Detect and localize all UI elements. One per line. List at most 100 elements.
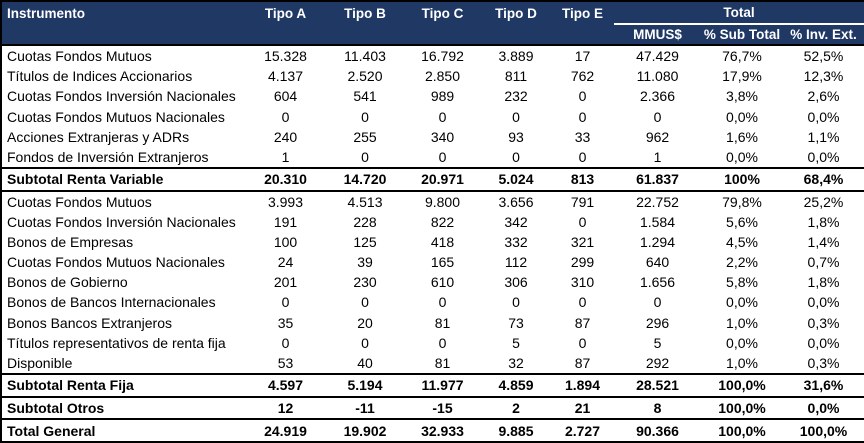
cell: 0,0% [807,294,840,311]
cell: 332 [504,234,528,251]
cell: 0,0% [726,108,758,125]
cell: 25,2% [803,193,844,210]
cell: 1,1% [807,128,840,145]
cell: 0 [361,148,369,165]
cell: 11.977 [404,373,481,398]
row-label: Títulos representativos de renta fija [7,334,226,351]
cell: 822 [430,214,455,231]
cell: 21 [551,395,614,421]
col-header-tipo-b: Tipo B [326,1,404,24]
cell: 0,0% [726,148,758,165]
table-row: Bonos Bancos Extranjeros 35 20 81 73 87 296 1,0… [1,312,864,332]
col-header-tipo-c: Tipo C [404,1,481,24]
cell: 0 [578,334,587,351]
cell: 0,0% [807,108,840,125]
cell: 2.850 [424,68,461,85]
row-label: Cuotas Fondos Mutuos Nacionales [7,108,225,125]
cell: 340 [430,128,455,145]
cell: 0 [361,294,369,311]
cell: 16.792 [421,48,464,65]
cell: 1,8% [807,214,840,231]
cell: 306 [504,274,528,291]
cell: 12,3% [803,68,844,85]
cell: 1,6% [726,128,758,145]
header-row-main: Instrumento Tipo A Tipo B Tipo C Tipo D … [1,1,864,25]
cell: 0 [512,108,520,125]
cell: 24.919 [245,418,326,443]
cell: 0,7% [807,254,840,271]
table-row: Cuotas Fondos Inversión Nacionales 191 228… [1,212,864,232]
row-label: Total General [1,418,245,443]
cell: 2.727 [551,418,614,443]
cell: 0 [512,294,520,311]
table-row: Bonos de Empresas 100 125 418 332 321 1.294 4,5… [1,232,864,252]
cell: 165 [430,254,455,271]
cell: 604 [273,88,298,105]
row-label: Cuotas Fondos Inversión Nacionales [7,214,236,231]
cell: 9.885 [481,418,551,443]
cell: 0 [438,148,447,165]
cell: 100,0% [701,418,783,443]
table-row: Bonos de Bancos Internacionales 0 0 0 0 0 0 0,0… [1,292,864,312]
col-header-pct-sub-total: % Sub Total [701,24,783,46]
cell: 0,0% [726,334,758,351]
row-label: Acciones Extranjeras y ADRs [7,128,190,145]
col-header-tipo-e: Tipo E [551,1,614,24]
cell: 310 [570,274,595,291]
cell: 4.137 [267,68,304,85]
cell: 541 [353,88,377,105]
cell: 53 [277,354,294,371]
cell: 73 [508,314,524,331]
cell: 0 [281,334,290,351]
table-row: Títulos de Indices Accionarios 4.137 2.520… [1,66,864,86]
cell: 0,3% [807,354,840,371]
cell: 230 [353,274,377,291]
cell: 2.366 [639,88,676,105]
row-label: Bonos de Bancos Internacionales [7,294,216,311]
table-row: Acciones Extranjeras y ADRs 240 255 340 93 33… [1,127,864,147]
cell: 0 [438,334,447,351]
cell: 1 [281,148,290,165]
cell: 68,4% [783,167,864,192]
cell: 2.520 [347,68,383,85]
cell: 17 [574,48,591,65]
cell: 40 [357,354,373,371]
cell: 79,8% [722,193,762,210]
cell: 811 [504,68,528,85]
cell: 11.080 [636,68,679,85]
header-spacer [1,24,614,46]
cell: 90.366 [614,418,701,443]
cell: 9.800 [424,193,461,210]
table-row: Disponible 53 40 81 32 87 292 1,0% 0,3% [1,353,864,374]
col-header-pct-inv-ext: % Inv. Ext. [783,24,864,46]
cell: 1,0% [726,354,758,371]
cell: 240 [273,128,298,145]
cell: 4,5% [726,234,758,251]
cell: 32 [508,354,524,371]
row-label: Cuotas Fondos Mutuos [7,193,152,210]
cell: 100,0% [701,373,783,398]
cell: 0 [361,334,369,351]
table-row: Bonos de Gobierno 201 230 610 306 310 1.656 5,8… [1,272,864,292]
cell: 76,7% [722,48,762,65]
table-row: Subtotal Renta Variable 20.310 14.720 20.97… [1,167,864,192]
cell: 0 [578,294,587,311]
cell: 640 [645,254,670,271]
cell: 33 [574,128,591,145]
col-header-mmus: MMUS$ [614,24,701,46]
cell: 762 [570,68,595,85]
cell: 8 [614,395,701,421]
col-header-tipo-d: Tipo D [481,1,551,24]
cell: 100,0% [783,418,864,443]
cell: 125 [353,234,377,251]
row-label: Títulos de Indices Accionarios [7,68,193,85]
cell: 0 [653,108,662,125]
cell: 342 [504,214,528,231]
row-label: Cuotas Fondos Inversión Nacionales [7,88,236,105]
cell: 81 [434,354,451,371]
cell: 0,0% [807,334,840,351]
cell: 3.656 [498,193,534,210]
col-header-total-group: Total [614,1,864,25]
